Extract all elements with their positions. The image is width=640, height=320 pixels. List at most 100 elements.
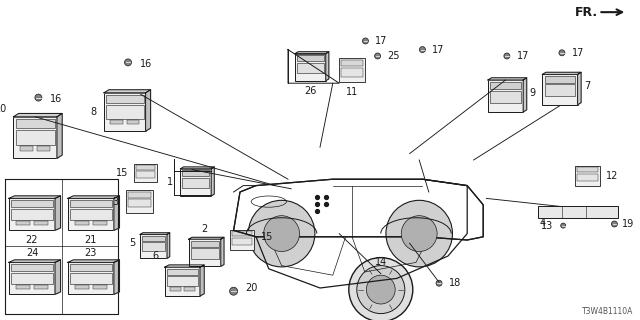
Text: 25: 25 [387,51,400,61]
Circle shape [248,200,315,267]
Circle shape [35,94,42,101]
Bar [142,242,165,252]
Bar [170,287,180,291]
Text: 17: 17 [432,44,444,55]
Bar [70,209,111,220]
Bar [295,53,326,81]
Bar [106,105,143,118]
Circle shape [559,50,565,56]
Text: 26: 26 [304,86,317,96]
Bar [12,200,52,207]
Polygon shape [221,237,224,267]
Polygon shape [9,196,61,198]
Text: 5: 5 [129,238,135,248]
Text: 12: 12 [606,171,618,181]
Text: 17: 17 [375,36,387,46]
Circle shape [611,221,618,227]
Bar [37,146,51,151]
Polygon shape [295,52,329,53]
Bar [189,239,221,267]
Text: 17: 17 [516,51,529,61]
Polygon shape [114,196,120,230]
Bar [68,198,114,230]
Bar [93,221,107,225]
Bar [13,117,57,158]
Bar [166,276,198,286]
Text: 18: 18 [449,278,461,288]
Polygon shape [543,72,581,74]
Polygon shape [164,265,204,267]
Bar [127,120,140,124]
Text: 16: 16 [140,59,152,69]
Bar [70,273,111,284]
Polygon shape [200,265,204,296]
Polygon shape [326,52,329,81]
Bar [490,82,521,89]
Bar [136,171,155,178]
Polygon shape [140,233,170,234]
Text: 9: 9 [530,88,536,98]
Circle shape [386,200,452,267]
Bar [545,76,575,83]
Bar [136,165,155,170]
Text: 15: 15 [260,232,273,242]
Bar [75,285,88,289]
Polygon shape [68,196,120,198]
Circle shape [419,47,426,52]
Text: T3W4B1110A: T3W4B1110A [582,307,634,316]
Bar [110,120,123,124]
Circle shape [561,223,566,228]
Bar [106,95,143,103]
Bar [15,130,55,145]
Bar [93,285,107,289]
Bar [575,166,600,186]
Text: 15: 15 [116,168,129,178]
Polygon shape [13,114,62,117]
Text: 4: 4 [540,219,546,228]
Bar [164,267,200,296]
Bar [15,119,55,128]
Bar [70,264,111,271]
Text: 22: 22 [26,235,38,245]
Bar [490,91,521,103]
Circle shape [125,59,131,66]
Bar [104,93,146,131]
Circle shape [401,216,437,252]
Polygon shape [57,114,62,158]
Bar [339,58,365,82]
Bar [488,80,524,112]
Bar [545,84,575,96]
Text: 20: 20 [245,283,257,293]
Circle shape [362,38,369,44]
Text: 7: 7 [584,81,590,92]
Bar [12,264,52,271]
Bar [9,262,55,294]
Bar [341,60,363,66]
Text: FR.: FR. [575,6,598,19]
Text: 1: 1 [166,177,173,188]
Bar [142,236,165,241]
Bar [184,287,195,291]
Bar [9,198,55,230]
Bar [20,146,33,151]
Bar [68,262,114,294]
Circle shape [357,266,404,314]
Bar [538,206,618,218]
Circle shape [374,53,381,59]
Bar [543,74,578,105]
Text: 14: 14 [374,257,387,267]
Circle shape [264,216,300,252]
Bar [180,169,211,196]
Bar [577,167,598,172]
Bar [128,199,151,207]
Polygon shape [211,167,214,196]
Bar [35,285,48,289]
Bar [232,237,252,245]
Polygon shape [578,72,581,105]
Circle shape [230,287,237,295]
Bar [182,171,209,176]
Polygon shape [524,78,527,112]
Bar [182,178,209,188]
Bar [126,190,153,213]
Bar [341,68,363,76]
